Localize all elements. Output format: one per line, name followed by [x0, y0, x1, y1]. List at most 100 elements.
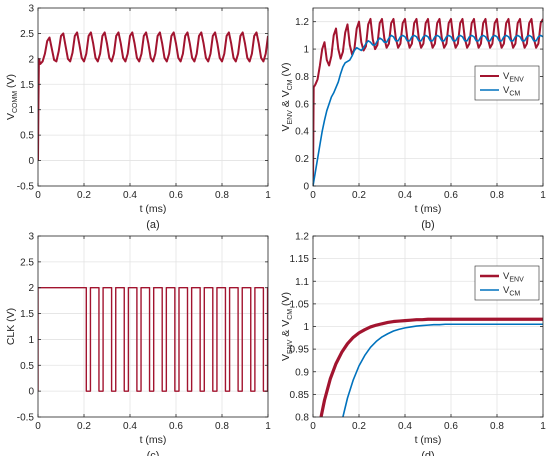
legend-entry-1: VCM: [503, 85, 520, 98]
y-axis-label-sub2: CM: [287, 79, 294, 90]
plot-area: [38, 8, 268, 186]
panel-label: (c): [147, 450, 160, 456]
x-tick-label: 0.2: [352, 421, 366, 432]
x-tick-label: 0.6: [444, 421, 458, 432]
y-tick-label: 0.2: [295, 154, 309, 165]
y-tick-label: 0.9: [295, 367, 309, 378]
y-axis-label-mid: & V: [280, 90, 292, 110]
series-line-b-0: [313, 17, 543, 186]
x-tick-label: 0.8: [215, 190, 229, 201]
legend-box: [474, 65, 540, 101]
y-tick-label: 0.6: [295, 99, 309, 110]
x-tick-label: 0.8: [490, 190, 504, 201]
axes-box: [312, 7, 544, 187]
legend-entry-sub: ENV: [509, 77, 524, 84]
y-tick-label: 0.95: [290, 345, 310, 356]
y-tick-label: 1.5: [20, 80, 34, 91]
y-tick-label: 1.2: [295, 232, 309, 243]
y-axis-label-main: CLK (V): [5, 308, 17, 345]
x-tick-label: 1: [540, 421, 546, 432]
chart-a: 0 0.2 0.4 0.6 0.8 1-0.500.511.522.53t (ms)(a)…: [5, 4, 271, 232]
y-axis-label-unit: (V): [280, 62, 292, 79]
x-tick-label: 0.2: [77, 421, 91, 432]
x-axis-label: t (ms): [415, 434, 442, 446]
y-axis-label-main: V: [280, 354, 292, 361]
y-axis-label: VENV & VCM (V): [280, 292, 294, 361]
y-axis-label: CLK (V): [5, 308, 17, 345]
y-tick-label: 1.2: [295, 17, 309, 28]
y-tick-label: 1: [28, 105, 34, 116]
chart-c: 0 0.2 0.4 0.6 0.8 1-0.500.511.522.53t (ms)(c)…: [5, 232, 271, 456]
legend-entry-name: V: [503, 71, 510, 82]
x-tick-label: 1: [540, 190, 546, 201]
x-tick-label: 0.2: [352, 190, 366, 201]
legend-entry-sub: CM: [509, 91, 520, 98]
legend-entry-0: VENV: [503, 71, 524, 84]
x-tick-label: 0.6: [444, 190, 458, 201]
x-tick-label: 0: [35, 190, 41, 201]
panel-label: (d): [421, 450, 434, 456]
y-axis-label: VCOMM (V): [5, 74, 19, 120]
y-axis-label-sub: COMM: [12, 91, 19, 113]
y-tick-label: 1.5: [20, 309, 34, 320]
y-tick-label: 1: [303, 322, 309, 333]
axes-box: [37, 235, 269, 418]
x-tick-label: 0.6: [169, 421, 183, 432]
series-line-a-0: [38, 31, 268, 161]
y-axis-label-main: V: [5, 113, 17, 120]
series-line-d-1: [342, 323, 543, 417]
series-line-c-0: [38, 287, 268, 392]
y-axis-label-sub2: CM: [287, 309, 294, 320]
chart-b: 0 0.2 0.4 0.6 0.8 1 0 0.2 0.4 0.6 0.8 1 1.2 t (ms) (b)…: [280, 7, 546, 231]
x-tick-label: 0.2: [77, 190, 91, 201]
y-tick-label: 1.05: [290, 299, 310, 310]
y-axis-label: VENV & VCM (V): [280, 62, 294, 131]
legend-box: [474, 265, 540, 301]
y-tick-label: 0.8: [295, 72, 309, 83]
axes-box: [37, 7, 269, 187]
x-tick-label: 0.8: [215, 421, 229, 432]
x-tick-label: 0.4: [398, 421, 412, 432]
y-axis-label-sub: ENV: [287, 339, 294, 354]
legend-entry-0: VENV: [503, 271, 524, 284]
y-tick-label: 3: [28, 232, 34, 243]
y-tick-label: 0.8: [295, 413, 309, 424]
y-axis-label-unit: (V): [5, 74, 17, 91]
legend-entry-name: V: [503, 271, 510, 282]
x-tick-label: 0: [35, 421, 41, 432]
y-tick-label: 2.5: [20, 257, 34, 268]
y-axis-label-sub: ENV: [287, 110, 294, 125]
panel-label: (b): [421, 219, 434, 231]
y-tick-label: 0.5: [20, 131, 34, 142]
x-tick-label: 1: [265, 421, 271, 432]
y-tick-label: 2: [28, 283, 34, 294]
x-tick-label: 1: [265, 190, 271, 201]
y-tick-label: 0.85: [290, 390, 310, 401]
y-axis-label-unit: (V): [280, 292, 292, 309]
y-tick-label: 0.4: [295, 127, 309, 138]
y-tick-label: -0.5: [17, 182, 35, 193]
x-tick-label: 0.4: [123, 190, 137, 201]
y-tick-label: 0: [28, 387, 34, 398]
chart-d: 0 0.2 0.4 0.6 0.8 1 0.8 0.85 0.9 0.95 1 1.05 1.1 1.15…: [280, 232, 546, 456]
y-tick-label: 0: [303, 182, 309, 193]
y-tick-label: 0.5: [20, 361, 34, 372]
x-axis-label: t (ms): [140, 434, 167, 446]
series-line-d-0: [319, 317, 543, 417]
x-axis-label: t (ms): [140, 203, 167, 215]
y-tick-label: 0: [28, 156, 34, 167]
x-tick-label: 0.4: [398, 190, 412, 201]
legend-entry-name: V: [503, 85, 510, 96]
y-tick-label: 1.15: [290, 254, 310, 265]
x-tick-label: 0: [310, 421, 316, 432]
x-tick-label: 0.4: [123, 421, 137, 432]
legend-entry-name: V: [503, 285, 510, 296]
x-tick-label: 0: [310, 190, 316, 201]
y-tick-label: 1: [28, 335, 34, 346]
legend-entry-sub: CM: [509, 291, 520, 298]
panel-label: (a): [146, 219, 159, 231]
y-tick-label: 1.1: [295, 277, 309, 288]
